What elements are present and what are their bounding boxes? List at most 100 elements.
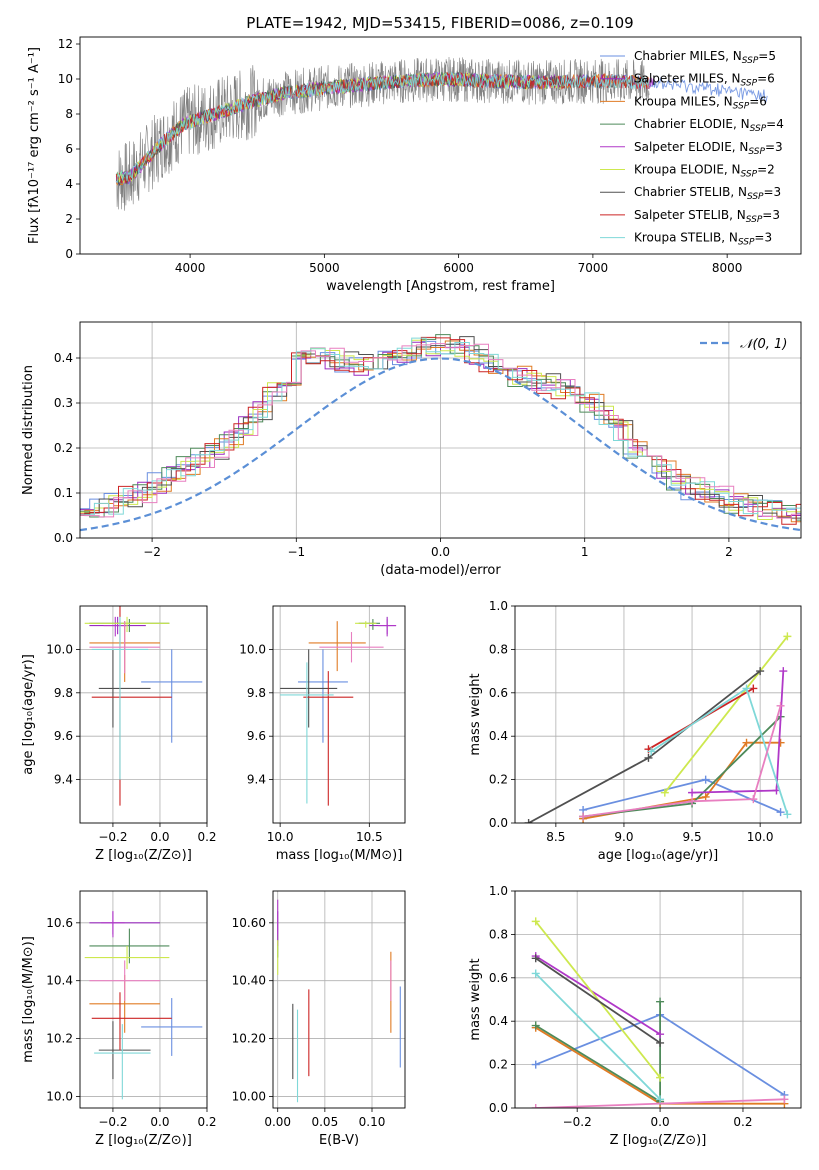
x-tick-label: 0.2	[197, 830, 216, 844]
histogram-step-line	[80, 340, 801, 523]
errorbar-point	[303, 671, 354, 806]
legend-count: =6	[749, 94, 767, 108]
errorbar-point	[91, 616, 149, 780]
y-tick-label: 1.0	[489, 599, 508, 613]
errorbar-point	[355, 621, 377, 628]
mass-weight-marker	[660, 788, 669, 797]
x-tick-label: 4000	[175, 261, 206, 275]
mass-weight-marker	[524, 819, 533, 823]
errorbar-point	[141, 998, 203, 1056]
mass-weight-marker	[742, 684, 751, 693]
y-tick-label: 0.2	[489, 1058, 508, 1072]
axes-frame	[514, 890, 802, 1109]
errorbar-point	[84, 945, 170, 970]
y-axis-label: Normed distribution	[21, 365, 36, 495]
y-axis-label: mass weight	[468, 958, 483, 1040]
legend-count: =3	[765, 140, 783, 154]
mass-weight-marker	[749, 684, 758, 693]
y-axis-label: Flux [fλ10⁻¹⁷ erg cm⁻² s⁻¹ A⁻¹]	[27, 47, 42, 244]
legend-subscript: SSP	[748, 147, 765, 157]
legend-subscript: SSP	[733, 101, 750, 111]
x-axis-label: E(B-V)	[319, 1133, 359, 1148]
legend-label: Chabrier MILES, NSSP=5	[634, 49, 776, 66]
mass-vs-ebv-plot	[277, 899, 401, 1103]
legend-label: Salpeter ELODIE, NSSP=3	[634, 140, 783, 157]
legend-subscript: SSP	[742, 56, 759, 66]
mass-weight-vs-z-plot	[531, 917, 789, 1108]
x-axis-label: wavelength [Angstrom, rest frame]	[326, 279, 555, 294]
legend-label: Chabrier ELODIE, NSSP=4	[634, 117, 784, 134]
mass-weight-marker	[531, 1021, 540, 1030]
mass-weight-marker	[531, 917, 540, 926]
errorbar-point	[101, 911, 125, 938]
errorbar-point	[280, 649, 338, 728]
legend-count: =3	[762, 208, 780, 222]
model-spectrum-line	[115, 71, 650, 184]
y-tick-label: 0.2	[54, 441, 73, 455]
residuals-legend: 𝒩(0, 1)	[700, 337, 787, 352]
age-vs-z-axes: −0.2 0.0 0.2 9.4 9.6 9.8 10.0 Z [log₁₀(Z/Z⊙)] ag…	[21, 606, 217, 863]
x-tick-label: 10.5	[356, 830, 383, 844]
x-tick-label: 0.10	[359, 1115, 386, 1129]
mass-weight-marker	[656, 1030, 665, 1039]
legend-subscript: SSP	[747, 192, 764, 202]
mass-weight-marker	[688, 797, 697, 806]
legend-count: =2	[757, 163, 775, 177]
legend-label: Kroupa MILES, NSSP=6	[634, 94, 767, 111]
legend-count: =4	[766, 117, 784, 131]
residuals-plot	[80, 334, 801, 532]
y-tick-label: 10.0	[46, 642, 73, 656]
legend-label: Kroupa STELIB, NSSP=3	[634, 231, 772, 248]
mass-weight-marker	[701, 792, 710, 801]
y-tick-label: 0.2	[489, 773, 508, 787]
x-tick-label: 1	[581, 545, 589, 559]
x-tick-label: 0.0	[431, 545, 450, 559]
y-tick-label: 0.0	[489, 1101, 508, 1115]
errorbar-point	[103, 616, 128, 637]
legend-count: =6	[757, 72, 775, 86]
errorbar-point	[89, 928, 170, 964]
x-tick-label: 10.0	[747, 830, 774, 844]
errorbar-point	[280, 662, 334, 804]
legend-label: Kroupa ELODIE, NSSP=2	[634, 163, 775, 180]
errorbar-point	[98, 1021, 151, 1080]
mass-weight-marker	[531, 1060, 540, 1069]
mass-weight-marker	[579, 812, 588, 821]
axes-frame	[79, 890, 208, 1109]
mass-weight-marker	[776, 738, 785, 747]
x-tick-label: 6000	[443, 261, 474, 275]
mass-weight-marker	[531, 1104, 540, 1108]
mass-vs-ebv-axes: 0.00 0.05 0.10 10.00 10.20 10.40 10.60 E(B-V)	[232, 891, 405, 1148]
y-tick-label: 9.4	[54, 773, 73, 787]
y-tick-label: 0.4	[489, 1014, 508, 1028]
legend-count: =3	[764, 185, 782, 199]
y-tick-label: 10.0	[46, 1089, 73, 1103]
mass-weight-marker	[656, 1038, 665, 1047]
x-axis-label: Z [log₁₀(Z/Z⊙)]	[95, 1133, 192, 1148]
mass-weight-marker	[656, 1095, 665, 1104]
mass-weight-marker	[531, 969, 540, 978]
mass-weight-line	[535, 955, 661, 1035]
axes-frame	[272, 605, 406, 824]
y-tick-label: 0.4	[489, 729, 508, 743]
legend-subscript: SSP	[738, 238, 755, 248]
y-tick-label: 10.6	[46, 916, 73, 930]
mass-weight-marker	[780, 1095, 789, 1104]
x-tick-label: 0.2	[197, 1115, 216, 1129]
y-tick-label: 9.6	[54, 729, 73, 743]
y-tick-label: 0.6	[489, 686, 508, 700]
x-tick-label: 0.00	[264, 1115, 291, 1129]
legend-subscript: SSP	[741, 170, 758, 180]
mass-weight-line	[664, 635, 789, 794]
errorbar-point	[297, 649, 348, 743]
axes-frame	[79, 321, 802, 539]
y-tick-label: 9.8	[54, 686, 73, 700]
axes-frame	[272, 890, 406, 1109]
errorbar-point	[308, 621, 366, 672]
legend-label: Salpeter MILES, NSSP=6	[634, 72, 775, 89]
y-tick-label: 10	[58, 72, 73, 86]
y-tick-label: 0.8	[489, 927, 508, 941]
y-tick-label: 2	[65, 212, 73, 226]
y-tick-label: 0.1	[54, 486, 73, 500]
